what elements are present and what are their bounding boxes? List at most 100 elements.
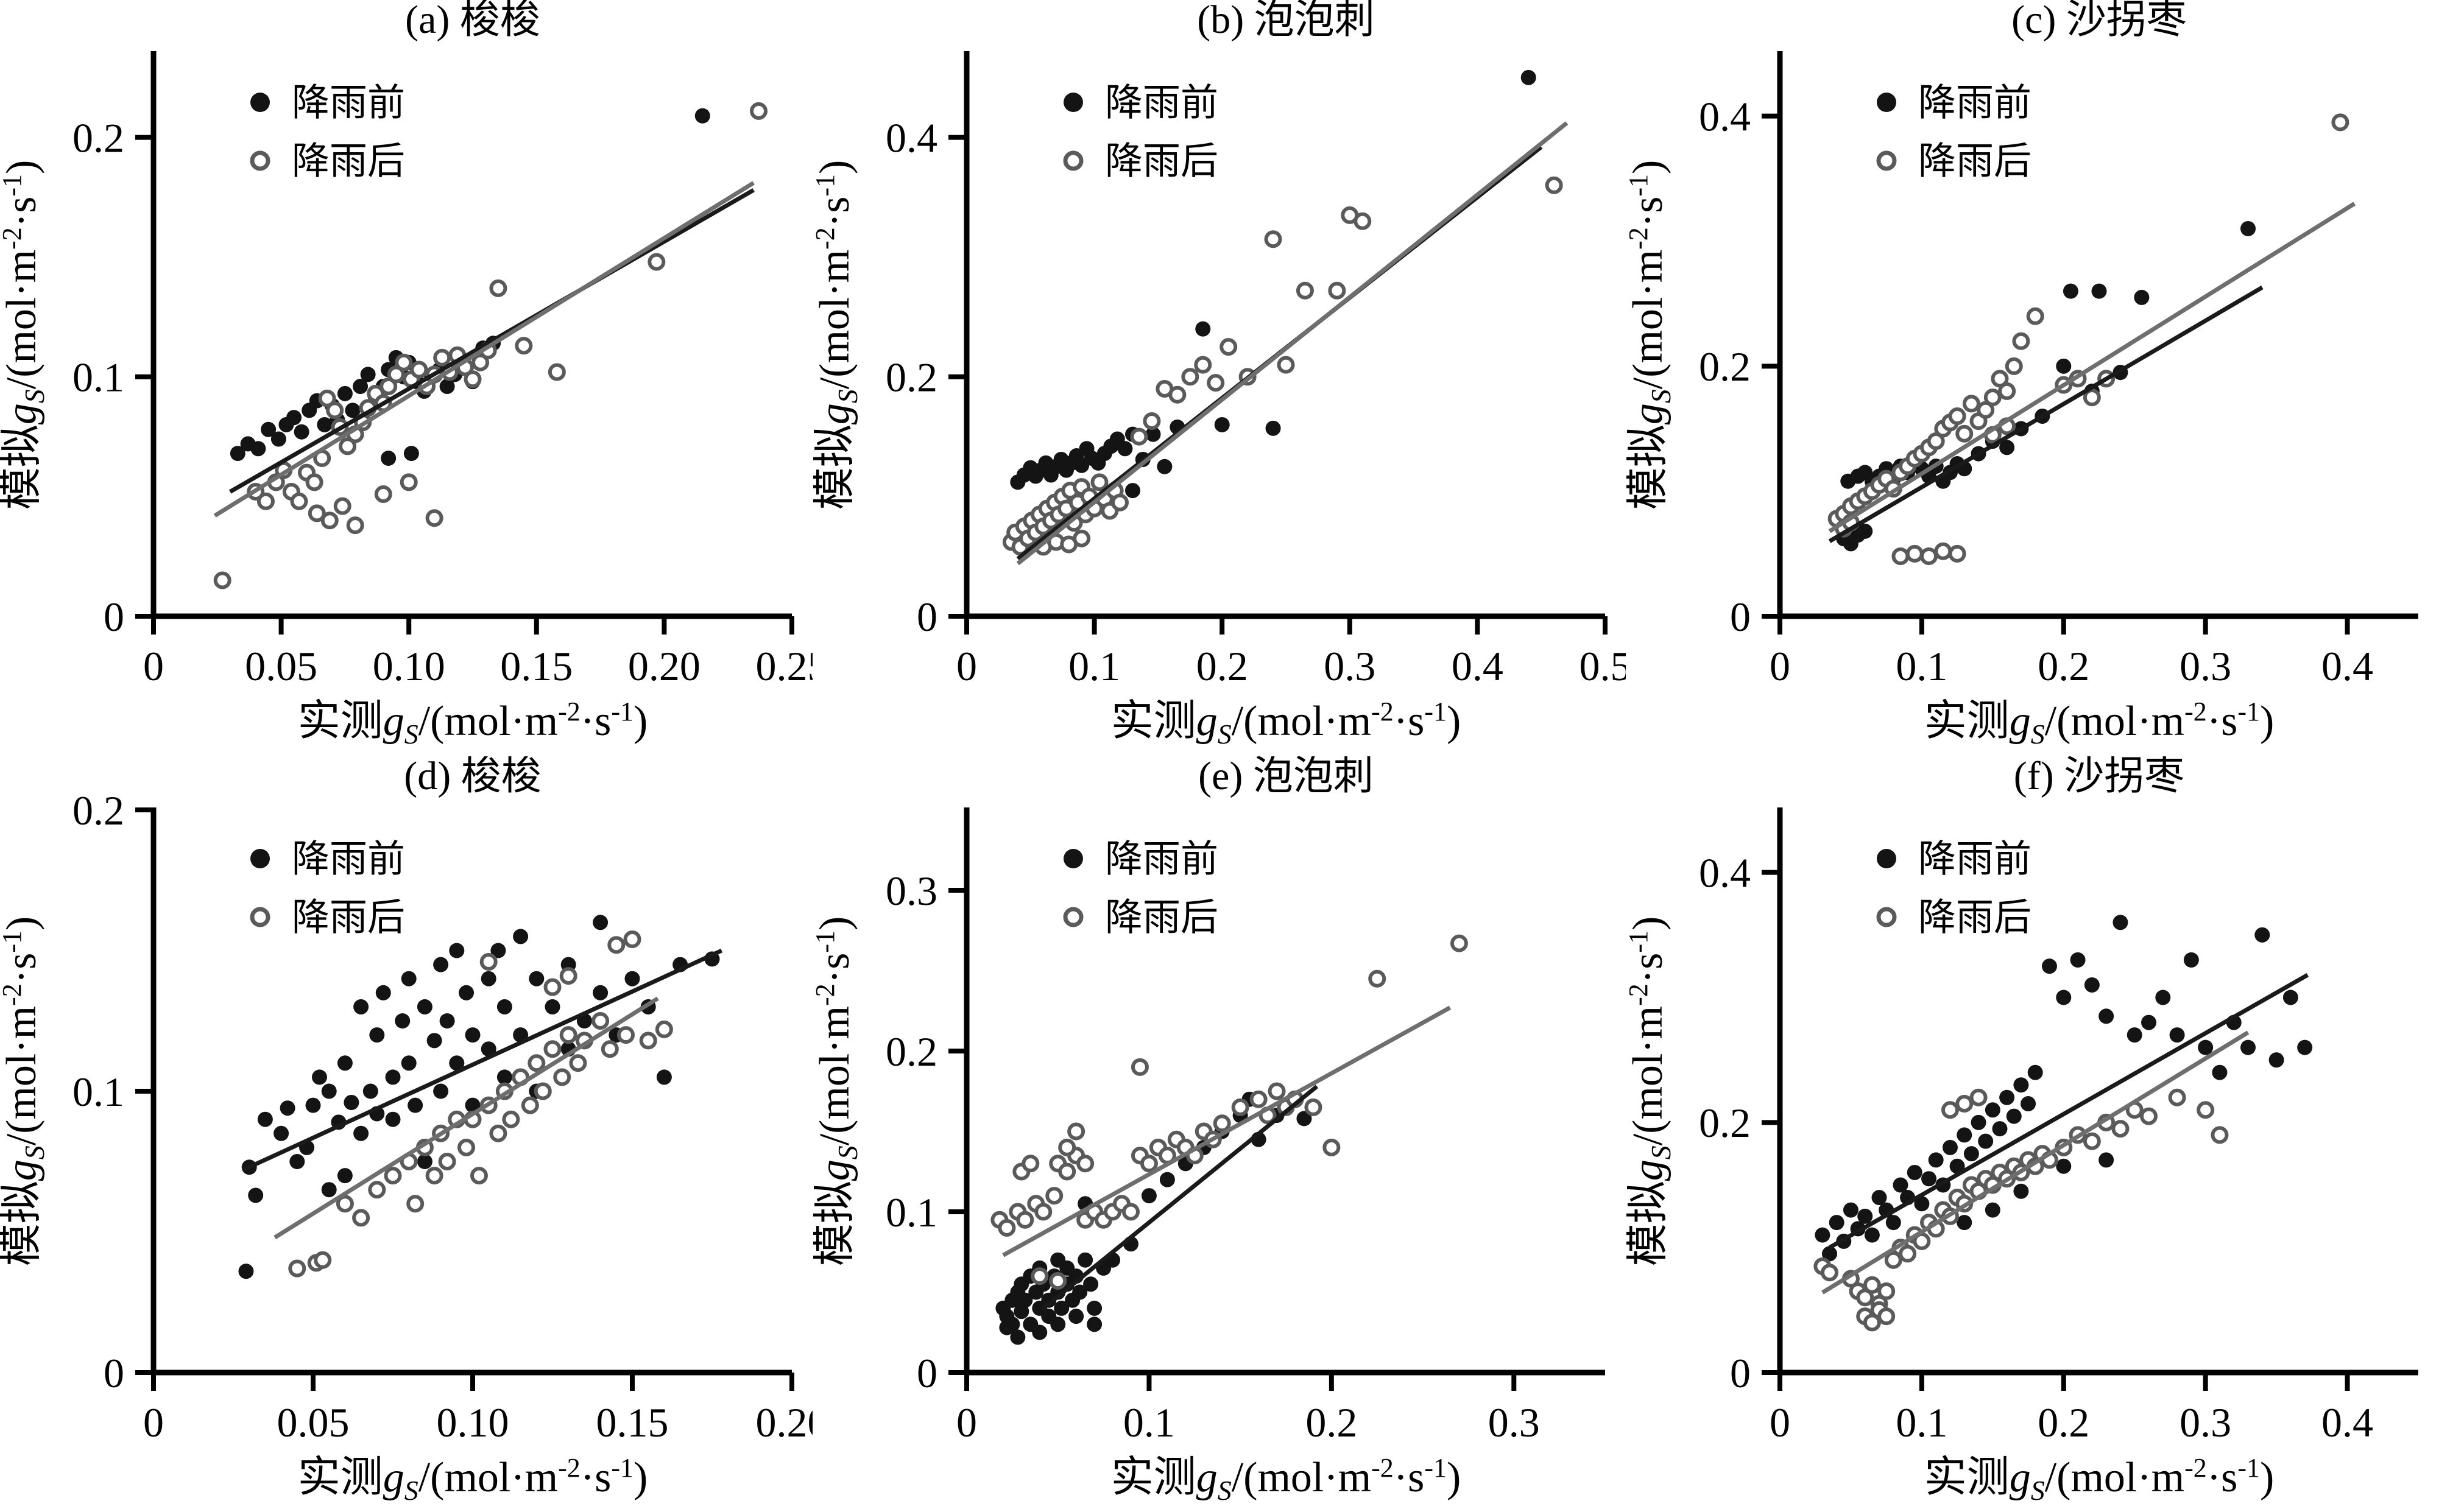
axis-label-symbol: g — [0, 403, 45, 424]
axis-label-sup1: -1 — [1424, 1453, 1447, 1483]
axis-label-prefix: 实测 — [1111, 1454, 1196, 1501]
axis-label-symbol: g — [2010, 698, 2031, 745]
data-point-before — [1124, 483, 1140, 499]
data-point-after — [1934, 542, 1952, 560]
axis-label-unit-mid: ·s — [2207, 1454, 2238, 1501]
x-axis-label: 实测gS/(mol·m-2·s-1) — [1924, 1453, 2275, 1506]
data-point-after — [617, 1026, 635, 1044]
axis-label-prefix: 实测 — [1924, 1454, 2010, 1501]
y-tick-label: 0 — [1730, 594, 1751, 640]
data-point-after — [1045, 1187, 1064, 1205]
data-point-after — [750, 102, 768, 120]
y-tick-label: 0.1 — [72, 1069, 124, 1115]
x-axis-label: 实测gS/(mol·m-2·s-1) — [298, 697, 648, 750]
axis-label-unit-mid: ·s — [1394, 1454, 1425, 1501]
axis-label-sup2: -2 — [813, 227, 840, 250]
data-point-after — [374, 485, 392, 503]
legend-label-before: 降雨前 — [1105, 83, 1218, 124]
data-point-after — [559, 1026, 577, 1044]
axis-label-unit-mid: ·s — [813, 197, 858, 228]
axis-label-unit-mid: ·s — [1394, 698, 1425, 745]
data-point-before — [1957, 1215, 1972, 1231]
data-point-after — [1268, 1082, 1286, 1100]
data-point-after — [1264, 230, 1282, 248]
axis-label-sup1: -1 — [2237, 697, 2260, 726]
data-point-after — [1143, 412, 1161, 431]
axis-label-prefix: 实测 — [298, 1454, 383, 1501]
x-axis-label: 实测gS/(mol·m-2·s-1) — [1111, 1453, 1461, 1506]
axis-label-unit-mid: ·s — [0, 953, 45, 984]
data-point-before — [1265, 420, 1281, 436]
data-point-before — [1195, 321, 1211, 337]
axis-label-prefix: 实测 — [1111, 698, 1196, 745]
axis-label-unit: /(mol·m — [1232, 1454, 1371, 1501]
data-point-before — [2212, 1064, 2228, 1080]
y-tick-label: 0.4 — [1699, 93, 1751, 139]
data-point-after — [1863, 1313, 1881, 1332]
data-point-after — [314, 1251, 332, 1269]
data-point-after — [1181, 368, 1199, 386]
axis-label-sup2: -2 — [0, 983, 27, 1006]
data-point-before — [1157, 459, 1173, 474]
scatter-plot-d: (d) 梭梭00.050.100.150.2000.10.2实测gS/(mol·… — [0, 756, 813, 1506]
data-point-after — [655, 1020, 673, 1038]
data-point-after — [543, 978, 562, 996]
data-point-before — [1054, 1300, 1070, 1316]
data-point-before — [1985, 1102, 2000, 1118]
data-point-before — [360, 367, 376, 382]
data-point-after — [1905, 544, 1924, 563]
data-point-before — [1087, 1300, 1103, 1316]
data-point-after — [1140, 1155, 1158, 1173]
data-point-after — [1948, 407, 1966, 425]
data-point-before — [321, 1182, 337, 1198]
data-point-after — [1213, 1114, 1231, 1133]
panel-title: (e) 泡泡刺 — [1198, 756, 1374, 798]
data-point-after — [1863, 1276, 1881, 1294]
panel-e: (e) 泡泡刺 0 0.1 0.2 0.3 0 0.1 0.2 0.3 实测gS/(mol·m-2… — [813, 756, 1626, 1512]
axis-label-sup2: -2 — [1626, 983, 1653, 1006]
data-point-before — [529, 971, 545, 986]
data-point-before — [337, 1168, 353, 1184]
data-point-before — [1921, 1171, 1937, 1187]
y-tick-label: 0.1 — [72, 354, 124, 401]
data-point-after — [464, 370, 482, 389]
data-point-before — [449, 1055, 465, 1071]
axis-label-sup1: -1 — [1626, 930, 1653, 953]
legend-marker-after-icon — [250, 150, 270, 171]
data-point-after — [1049, 1272, 1067, 1290]
data-point-before — [2056, 990, 2072, 1005]
axis-label-unit-close: ) — [0, 160, 45, 174]
trendline-after — [1002, 1005, 1452, 1257]
data-point-after — [2331, 113, 2349, 132]
x-tick-label: 0 — [1770, 643, 1790, 689]
y-axis-label: 模拟gS/(mol·m-2·s-1) — [813, 160, 863, 510]
x-axis-label: 实测gS/(mol·m-2·s-1) — [1111, 697, 1461, 750]
legend-marker-after-icon — [1876, 907, 1897, 927]
x-tick-label: 0.2 — [1305, 1399, 1357, 1446]
axis-label-sup2: -2 — [1371, 1453, 1394, 1483]
data-point-after — [639, 1032, 657, 1050]
data-point-after — [457, 1138, 476, 1156]
data-point-before — [1117, 441, 1133, 457]
panel-title: (b) 泡泡刺 — [1197, 0, 1374, 42]
legend-label-after: 降雨后 — [1105, 141, 1218, 183]
data-point-before — [1914, 1196, 1930, 1212]
data-point-before — [1992, 1121, 2008, 1137]
data-point-after — [569, 1054, 587, 1072]
data-point-before — [1010, 1329, 1026, 1345]
data-point-after — [470, 1167, 488, 1185]
axis-label-unit: /(mol·m — [2045, 698, 2184, 745]
data-point-after — [623, 930, 641, 949]
data-point-before — [1949, 1158, 1965, 1174]
y-tick-label: 0 — [917, 594, 937, 640]
data-point-before — [1141, 1188, 1157, 1204]
x-tick-label: 0.4 — [2321, 1399, 2373, 1446]
axis-label-unit-close: ) — [1626, 160, 1671, 174]
data-point-after — [528, 1054, 546, 1072]
data-point-after — [1955, 1095, 1974, 1113]
data-point-before — [1843, 1202, 1858, 1218]
data-point-before — [2297, 1039, 2313, 1055]
data-point-before — [2127, 1027, 2142, 1043]
axis-label-symbol: g — [1196, 698, 1218, 745]
data-point-after — [1034, 1203, 1053, 1221]
